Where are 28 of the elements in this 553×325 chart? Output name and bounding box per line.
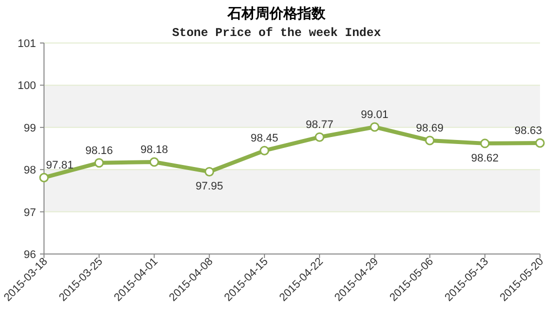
y-tick-label: 96 <box>24 249 36 261</box>
y-tick-label: 100 <box>18 80 36 92</box>
point <box>149 157 159 167</box>
data-label: 98.62 <box>471 152 499 164</box>
data-label: 97.81 <box>46 160 74 172</box>
y-tick-label: 97 <box>24 206 36 219</box>
chart-title: 石材周价格指数 <box>226 5 326 21</box>
point <box>204 166 214 176</box>
point <box>425 136 435 146</box>
point <box>480 138 490 148</box>
point <box>39 172 49 182</box>
data-label: 98.16 <box>85 144 113 157</box>
data-label: 98.77 <box>306 119 334 132</box>
y-tick-label: 98 <box>24 164 36 177</box>
point <box>535 138 545 148</box>
point <box>314 132 324 142</box>
point <box>370 122 380 132</box>
y-tick-label: 99 <box>24 122 36 134</box>
data-label: 98.45 <box>250 132 278 145</box>
data-label: 98.18 <box>140 144 168 156</box>
data-label: 98.63 <box>514 125 542 138</box>
point <box>94 158 104 168</box>
data-label: 99.01 <box>360 108 388 121</box>
chart-subtitle: Stone Price of the week Index <box>172 26 381 40</box>
point <box>260 146 270 156</box>
y-tick-label: 101 <box>18 38 36 50</box>
data-label: 98.69 <box>416 122 444 134</box>
data-label: 97.95 <box>196 180 224 193</box>
